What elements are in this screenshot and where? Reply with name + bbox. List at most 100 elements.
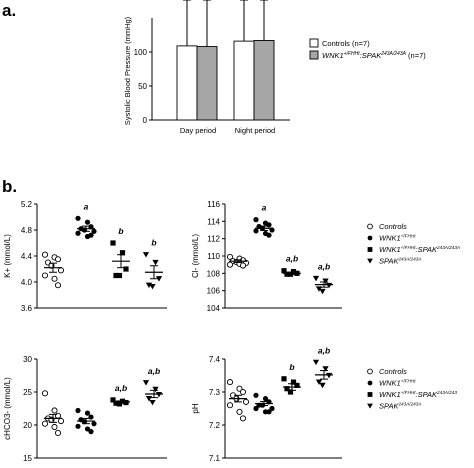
data-point: [149, 283, 156, 290]
data-point: [226, 379, 234, 386]
legend-marker: [367, 380, 373, 386]
label-part-mid: :SPAK: [416, 245, 439, 254]
data-point: [266, 222, 272, 228]
data-point: [284, 386, 290, 392]
data-point: [155, 276, 163, 282]
label-part-prefix: SPAK: [379, 257, 399, 266]
data-point: [253, 217, 259, 223]
y-tick-label: 114: [207, 217, 220, 226]
label-part-prefix: WNK1: [379, 390, 401, 399]
data-point: [269, 405, 275, 412]
y-tick-label: 20: [23, 421, 32, 430]
legend-marker: [367, 392, 373, 397]
label-part-sup1: 243A/243A: [397, 402, 421, 407]
data-point: [91, 421, 97, 427]
y-tick-label: 106: [207, 287, 221, 296]
data-point: [239, 388, 247, 396]
legend-label: SPAK243A/243A: [379, 402, 421, 411]
data-point: [41, 251, 49, 258]
data-point: [123, 266, 129, 272]
significance-label: a,b: [318, 262, 330, 272]
data-point: [152, 259, 159, 266]
legend-marker: [367, 403, 373, 409]
legend-label-part: (n=7): [406, 51, 426, 60]
data-point: [287, 389, 294, 395]
data-point: [152, 386, 159, 393]
data-point: [226, 253, 234, 260]
legend-label-part: +/FHHt: [344, 51, 361, 57]
significance-label: a,b: [148, 366, 160, 376]
legend-label-part: :SPAK: [360, 51, 383, 60]
panel-label-b: b.: [2, 177, 17, 196]
y-tick-label: 7.2: [209, 421, 221, 430]
legend-label-part: 243A/243A: [380, 51, 406, 57]
potassium-scatter-chart: 3.6 4.0 4.4 4.8 5.2 K+ (mmol/L) a b b: [3, 200, 167, 313]
y-tick-label: 50: [138, 82, 147, 91]
data-point: [88, 224, 94, 230]
significance-label: a,b: [318, 345, 330, 355]
data-point: [51, 407, 58, 414]
y-tick-label: 100: [134, 48, 148, 57]
data-point: [142, 380, 150, 386]
label-part-prefix: WNK1: [379, 245, 401, 254]
data-point: [253, 228, 259, 234]
y-axis-label: cHCO3- (mmol/L): [3, 377, 12, 440]
data-point: [239, 415, 247, 422]
data-point: [110, 240, 116, 246]
legend-marker: [367, 235, 373, 241]
significance-label: b: [151, 238, 156, 248]
blood-pressure-legend: Controls (n=7) WNK1+/FHHt:SPAK243A/243A (…: [309, 38, 426, 60]
data-point: [226, 261, 234, 268]
data-point: [57, 267, 65, 274]
label-part-sup2: 243A/243A: [436, 245, 460, 250]
y-tick-label: 108: [207, 269, 221, 278]
legend-label: WNK1+/FHHt:SPAK243A/243A: [379, 245, 460, 254]
data-point: [116, 272, 123, 279]
data-point: [91, 228, 97, 234]
label-part-sup1: 243A/243A: [397, 257, 421, 262]
data-point: [149, 399, 156, 406]
data-point: [239, 262, 247, 269]
label-part-prefix: Controls: [379, 222, 407, 231]
y-axis-label: pH: [191, 403, 200, 413]
label-part-sup1: +/FHHt: [401, 379, 417, 384]
data-point: [41, 390, 49, 397]
data-point: [319, 288, 326, 295]
y-tick-label: 4.4: [21, 252, 33, 261]
data-point: [119, 250, 126, 256]
label-part-sup1: +/FHHt: [401, 390, 417, 395]
data-point: [253, 392, 259, 398]
y-tick-label: 7.1: [209, 454, 221, 463]
label-part-prefix: WNK1: [379, 379, 401, 388]
data-point: [84, 410, 91, 416]
y-tick-label: 15: [23, 454, 32, 463]
legend-marker: [367, 247, 373, 252]
data-point: [113, 272, 119, 279]
legend-swatch: [309, 38, 319, 48]
data-point: [51, 423, 58, 431]
significance-label: a,b: [286, 254, 298, 264]
data-point: [88, 232, 94, 238]
significance-label: a: [84, 201, 89, 211]
y-tick-label: 110: [207, 252, 220, 261]
data-point: [142, 252, 150, 258]
bar: [233, 40, 255, 121]
ph-scatter-chart: 7.1 7.2 7.3 7.4 pH b a,b: [191, 345, 342, 463]
data-point: [262, 396, 269, 402]
legend-marker: [367, 258, 373, 264]
data-point: [266, 409, 272, 415]
legend-label: Controls: [379, 367, 407, 376]
data-point: [88, 429, 94, 435]
data-point: [284, 271, 290, 277]
y-axis-label: K+ (mmol/L): [3, 234, 12, 278]
legend-label: SPAK243A/243A: [379, 257, 421, 266]
y-tick-label: 25: [23, 388, 32, 397]
data-point: [290, 379, 297, 385]
group-legend-bottom: ControlsWNK1+/FHHtWNK1+/FHHt:SPAK243A/24…: [367, 367, 457, 411]
data-point: [75, 423, 81, 429]
panel-label-a: a.: [2, 1, 16, 20]
legend-swatch: [309, 50, 319, 60]
label-part-mid: :SPAK: [416, 390, 439, 399]
y-tick-label: 4.8: [21, 226, 33, 235]
